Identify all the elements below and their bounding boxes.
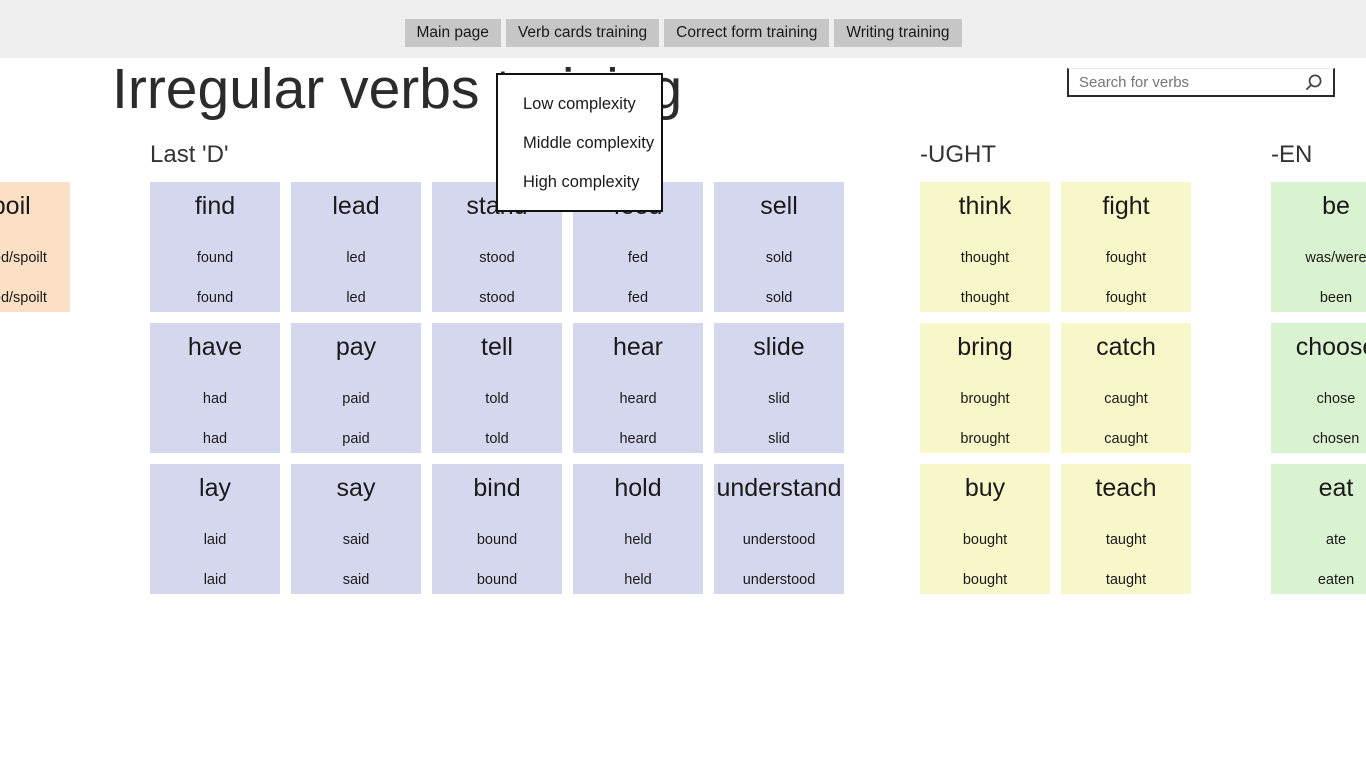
svg-text:led: led (346, 290, 365, 306)
svg-text:fight: fight (1102, 192, 1149, 220)
svg-text:bound: bound (477, 572, 517, 588)
svg-text:heard: heard (619, 391, 656, 407)
svg-text:bought: bought (963, 572, 1007, 588)
svg-text:sold: sold (766, 290, 793, 306)
svg-text:sell: sell (760, 192, 798, 220)
svg-text:held: held (624, 532, 651, 548)
svg-text:find: find (195, 192, 235, 220)
svg-text:paid: paid (342, 431, 369, 447)
svg-text:slide: slide (753, 333, 804, 361)
svg-text:held: held (624, 572, 651, 588)
svg-text:had: had (203, 391, 227, 407)
svg-text:spoiled/spoilt: spoiled/spoilt (0, 250, 47, 266)
svg-text:chosen: chosen (1313, 431, 1360, 447)
svg-text:tell: tell (481, 333, 513, 361)
svg-text:be: be (1322, 192, 1350, 220)
svg-text:was/were: was/were (1304, 250, 1366, 266)
svg-text:hear: hear (613, 333, 663, 361)
svg-text:-UGHT: -UGHT (920, 141, 996, 168)
svg-text:said: said (343, 572, 370, 588)
svg-text:led: led (346, 250, 365, 266)
svg-text:slid: slid (768, 391, 790, 407)
svg-text:been: been (1320, 290, 1352, 306)
svg-text:spoil: spoil (0, 192, 31, 220)
svg-text:buy: buy (965, 474, 1006, 502)
svg-text:lay: lay (199, 474, 231, 502)
svg-text:taught: taught (1106, 572, 1146, 588)
svg-text:bind: bind (473, 474, 520, 502)
svg-text:brought: brought (960, 431, 1009, 447)
svg-text:bound: bound (477, 532, 517, 548)
svg-text:catch: catch (1096, 333, 1156, 361)
svg-text:slid: slid (768, 431, 790, 447)
svg-text:have: have (188, 333, 242, 361)
svg-text:think: think (959, 192, 1012, 220)
svg-text:caught: caught (1104, 391, 1148, 407)
svg-text:bring: bring (957, 333, 1013, 361)
svg-text:ate: ate (1326, 532, 1346, 548)
svg-text:understood: understood (743, 532, 816, 548)
svg-text:choose: choose (1296, 333, 1366, 361)
svg-text:caught: caught (1104, 431, 1148, 447)
svg-text:lead: lead (332, 192, 379, 220)
svg-text:sold: sold (766, 250, 793, 266)
svg-text:pay: pay (336, 333, 377, 361)
svg-text:-EN: -EN (1271, 141, 1312, 168)
svg-text:told: told (485, 391, 508, 407)
svg-text:fought: fought (1106, 290, 1146, 306)
svg-text:laid: laid (204, 532, 227, 548)
svg-text:heard: heard (619, 431, 656, 447)
svg-text:brought: brought (960, 391, 1009, 407)
svg-text:paid: paid (342, 391, 369, 407)
svg-text:had: had (203, 431, 227, 447)
svg-text:found: found (197, 250, 233, 266)
svg-text:laid: laid (204, 572, 227, 588)
svg-text:taught: taught (1106, 532, 1146, 548)
svg-text:fed: fed (628, 250, 648, 266)
svg-text:eaten: eaten (1318, 572, 1354, 588)
svg-text:chose: chose (1317, 391, 1356, 407)
svg-text:told: told (485, 431, 508, 447)
svg-text:understood: understood (743, 572, 816, 588)
svg-text:bought: bought (963, 532, 1007, 548)
svg-text:teach: teach (1095, 474, 1156, 502)
svg-text:said: said (343, 532, 370, 548)
svg-text:stood: stood (479, 250, 514, 266)
svg-text:spoiled/spoilt: spoiled/spoilt (0, 290, 47, 306)
svg-text:stood: stood (479, 290, 514, 306)
svg-text:fed: fed (628, 290, 648, 306)
svg-text:understand: understand (716, 474, 841, 502)
svg-text:thought: thought (961, 250, 1009, 266)
svg-text:thought: thought (961, 290, 1009, 306)
svg-text:fought: fought (1106, 250, 1146, 266)
svg-text:found: found (197, 290, 233, 306)
svg-text:hold: hold (614, 474, 661, 502)
svg-text:Last 'D': Last 'D' (150, 141, 229, 168)
svg-text:say: say (337, 474, 376, 502)
svg-text:eat: eat (1319, 474, 1354, 502)
